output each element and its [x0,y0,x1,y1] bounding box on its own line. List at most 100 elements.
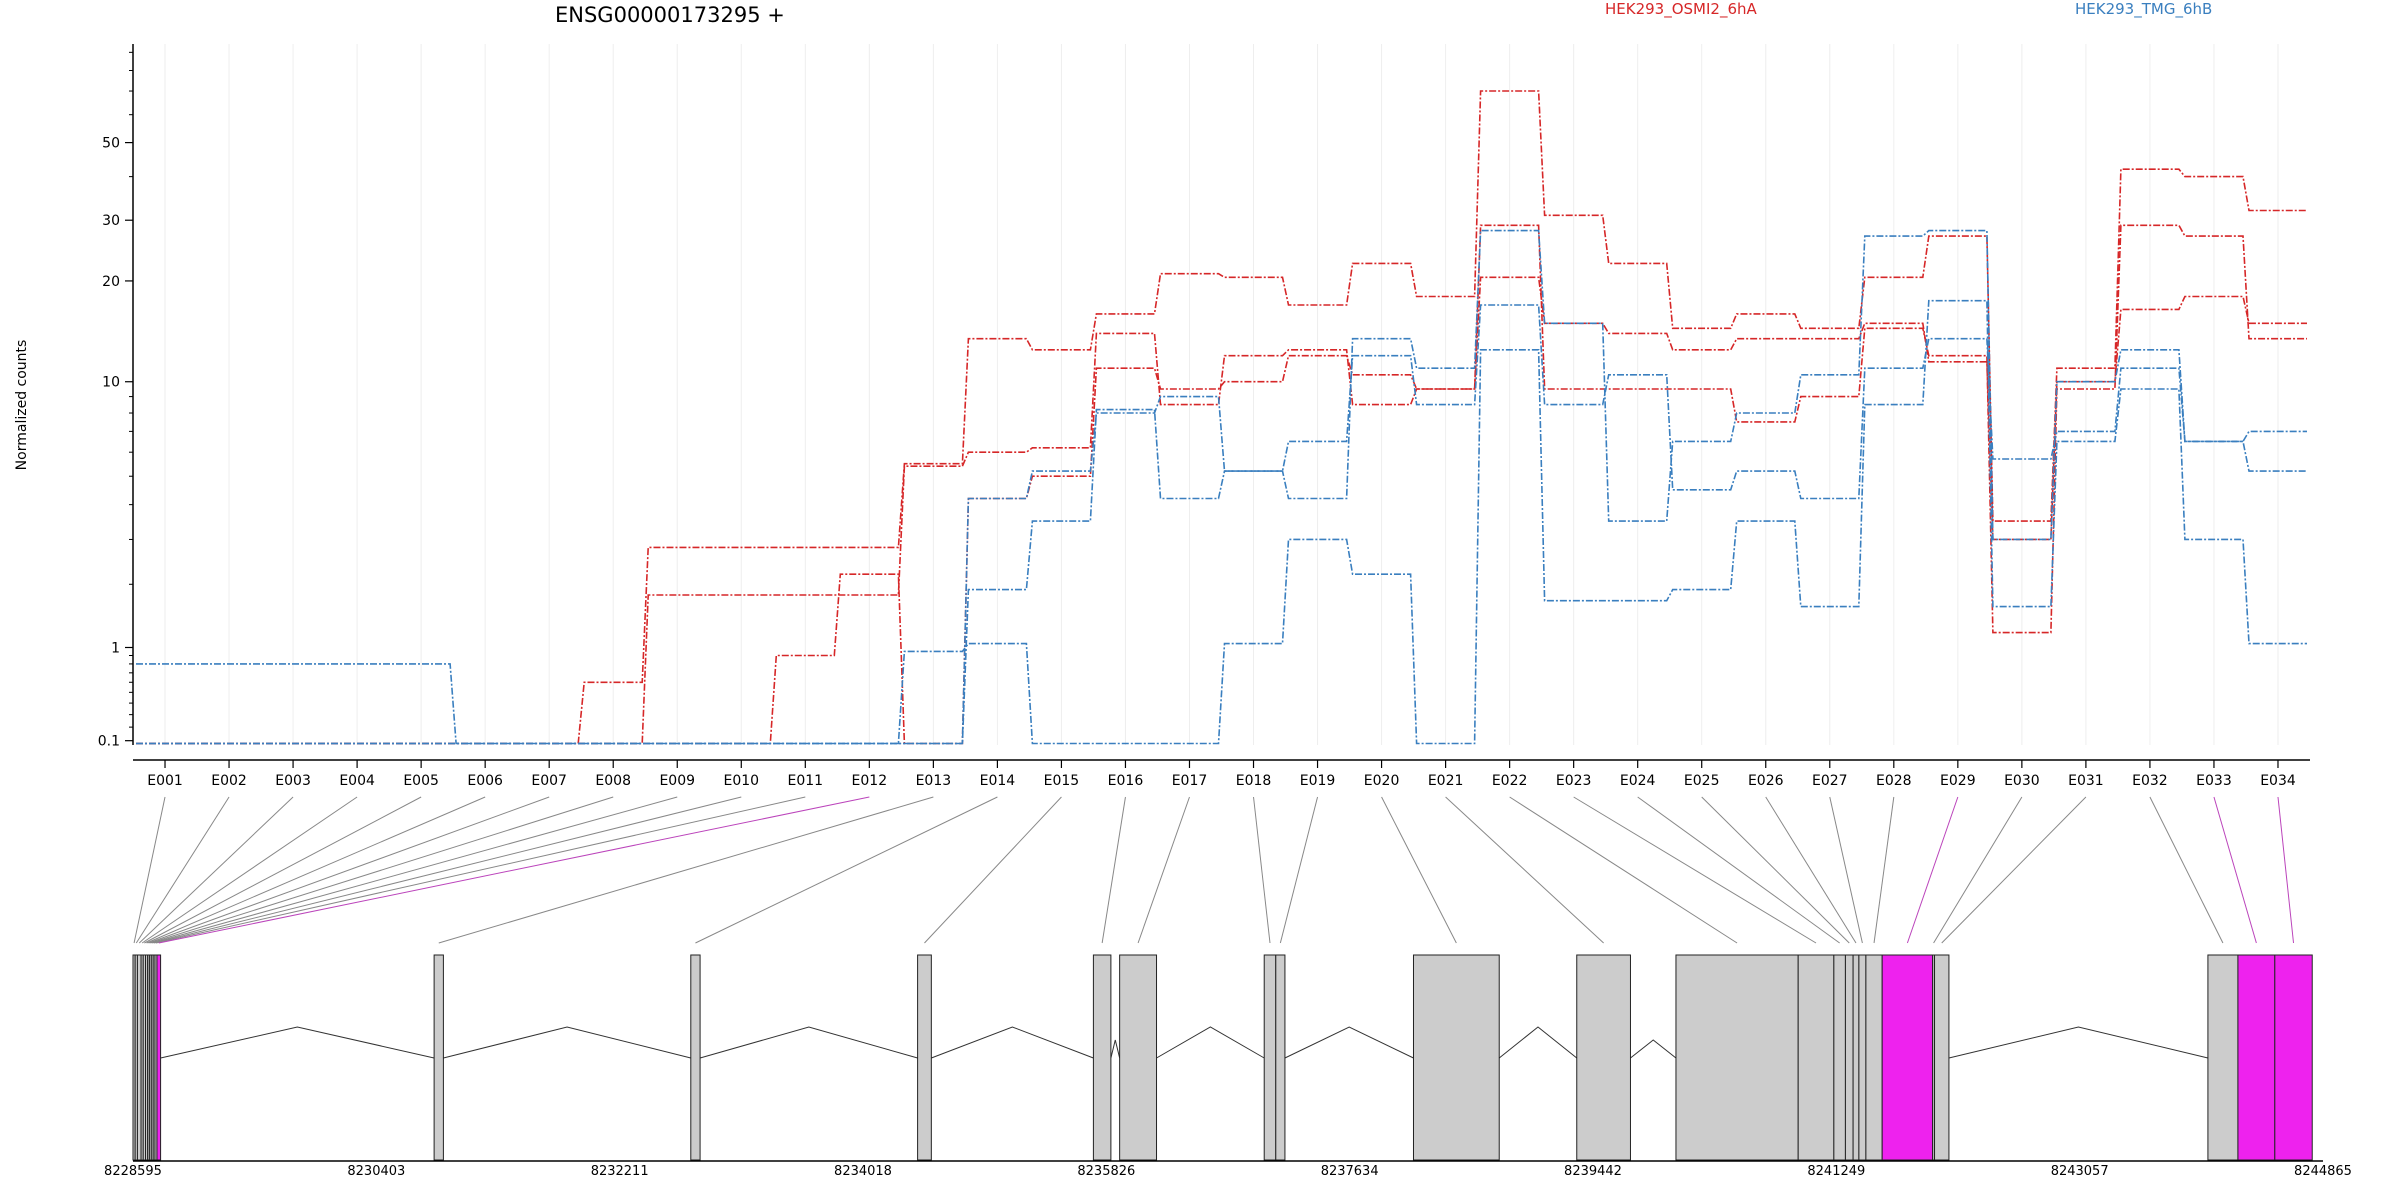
legend-label-tmg: HEK293_TMG_6hB [2075,0,2212,19]
x-tick-label-E005: E005 [403,773,439,789]
x-tick-label-E022: E022 [1492,773,1528,789]
exon-E034 [2274,954,2313,1161]
intron-line [1948,1026,2209,1059]
x-tick-label-E007: E007 [531,773,567,789]
genomic-coordinate-axis: 8228595 8230403 8232211 8234018 8235826 82376… [104,1160,2352,1179]
series-line-2 [136,276,2307,745]
legend-label-osmi2: HEK293_OSMI2_6hA [1605,0,1758,19]
connector-E011 [155,796,806,944]
x-tick-label-E010: E010 [723,773,759,789]
x-tick-label-E031: E031 [2068,773,2104,789]
coordinate-tick-label: 8244865 [2294,1164,2352,1179]
connector-E013 [438,796,934,944]
connector-E001 [133,796,166,944]
exon-E003 [136,954,142,1161]
connector-E003 [138,796,294,944]
exon-E020 [1412,954,1500,1161]
connector-E007 [148,796,550,944]
intron-line [443,1026,691,1059]
exon-E028 [1865,954,1883,1161]
exon-E013 [433,954,444,1161]
series-line-4 [136,229,2307,745]
exon-E017 [1119,954,1158,1161]
coordinate-tick-label: 8241249 [1807,1164,1865,1179]
x-tick-label-E028: E028 [1876,773,1912,789]
x-tick-label-E034: E034 [2260,773,2296,789]
x-tick-label-E014: E014 [980,773,1016,789]
y-tick-label: 0.1 [98,734,120,750]
y-axis-ticks: 0.1 1 10 20 30 50 [98,51,133,750]
connector-E028 [1873,796,1895,944]
connector-E002 [135,796,230,944]
intron-line [1110,1039,1121,1059]
connector-E032 [2149,796,2224,944]
connector-E033 [2213,796,2257,944]
coordinate-tick-label: 8234018 [834,1164,892,1179]
x-tick-label-E027: E027 [1812,773,1848,789]
series-line-5 [136,304,2307,745]
exon-E025 [1844,954,1854,1161]
exon-E021 [1576,954,1631,1161]
x-tick-label-E021: E021 [1428,773,1464,789]
connector-E024 [1637,796,1840,944]
exon-E027 [1858,954,1867,1161]
connector-E029 [1906,796,1959,944]
x-tick-label-E011: E011 [788,773,824,789]
coordinate-tick-label: 8239442 [1564,1164,1622,1179]
connector-E030 [1933,796,2023,944]
x-tick-label-E001: E001 [147,773,183,789]
x-tick-label-E026: E026 [1748,773,1784,789]
coordinate-tick-label: 8243057 [2051,1164,2109,1179]
coordinate-tick-label: 8232211 [591,1164,649,1179]
x-tick-label-E008: E008 [595,773,631,789]
y-tick-label: 20 [102,274,120,290]
connector-E015 [924,796,1062,944]
connector-E010 [153,796,742,944]
x-tick-label-E006: E006 [467,773,503,789]
x-tick-label-E015: E015 [1044,773,1080,789]
connector-E014 [695,796,998,944]
exon-E012 [156,954,162,1161]
intron-line [1630,1039,1677,1059]
exon-E024 [1833,954,1846,1161]
intron-line [1156,1026,1265,1059]
connector-E021 [1445,796,1604,944]
connector-E004 [141,796,358,944]
intron-line [699,1026,918,1059]
x-tick-label-E009: E009 [659,773,695,789]
x-tick-label-E017: E017 [1172,773,1208,789]
x-tick-label-E024: E024 [1620,773,1656,789]
y-tick-label: 30 [102,213,120,229]
exon-E016 [1092,954,1112,1161]
connector-E019 [1279,796,1319,944]
connector-E008 [150,796,614,944]
exon-E032 [2207,954,2239,1161]
x-tick-label-E029: E029 [1940,773,1976,789]
connector-E027 [1829,796,1863,944]
x-tick-label-E012: E012 [852,773,888,789]
connector-E016 [1101,796,1126,944]
intron-line [1284,1026,1414,1059]
coordinate-tick-label: 8237634 [1321,1164,1379,1179]
x-axis-ticks: E001 E002 E003 E004 E005 E006 E007 E008 E009 E010… [147,760,2296,789]
connector-E017 [1137,796,1190,944]
series-lines [136,90,2307,745]
connector-E031 [1941,796,2087,944]
x-tick-label-E002: E002 [211,773,247,789]
connector-E034 [2277,796,2295,944]
intron-line [931,1026,1094,1059]
vertical-gridlines [164,44,2279,745]
coordinate-tick-label: 8230403 [347,1164,405,1179]
chart-title: ENSG00000173295 + [555,3,785,27]
connector-E018 [1253,796,1271,944]
connector-E012 [158,796,870,944]
exon-E029 [1881,954,1934,1161]
exon-E026 [1852,954,1860,1161]
connector-E026 [1765,796,1857,944]
exon-connector-lines [133,796,2295,944]
x-tick-label-E016: E016 [1108,773,1144,789]
x-tick-label-E020: E020 [1364,773,1400,789]
connector-E020 [1381,796,1457,944]
x-tick-label-E004: E004 [339,773,375,789]
